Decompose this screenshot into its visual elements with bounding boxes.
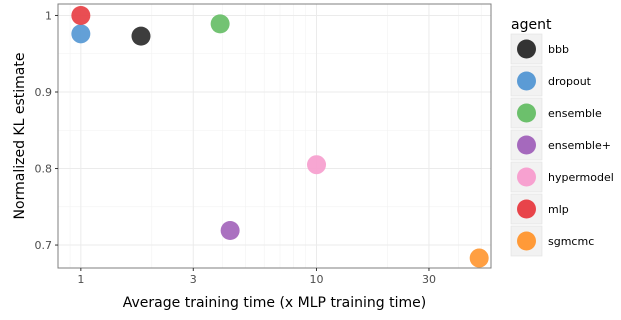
- x-tick-label: 10: [310, 273, 324, 286]
- y-tick-label: 0.9: [35, 86, 53, 99]
- x-axis-ticks: 1 3 10 30: [77, 268, 436, 286]
- y-tick-label: 1: [45, 9, 52, 22]
- legend-marker: [517, 135, 536, 155]
- point-hypermodel: [307, 155, 327, 175]
- legend-marker: [517, 167, 536, 187]
- y-axis-title: Normalized KL estimate: [12, 53, 28, 220]
- legend-label: bbb: [548, 43, 569, 56]
- legend-marker: [517, 103, 536, 123]
- legend-items: bbb dropout ensemble ensemble+ hypermodel mlp…: [510, 33, 614, 257]
- point-mlp: [71, 5, 91, 25]
- point-ensemble: [210, 14, 230, 34]
- x-tick-label: 30: [422, 273, 436, 286]
- legend-marker: [517, 199, 536, 219]
- legend-marker: [517, 39, 536, 59]
- point-sgmcmc: [469, 248, 489, 268]
- legend-label: ensemble: [548, 107, 602, 120]
- legend-marker: [517, 231, 536, 251]
- x-tick-label: 3: [190, 273, 197, 286]
- data-points: [71, 5, 489, 268]
- minor-gridlines: [58, 4, 491, 268]
- legend-marker: [517, 71, 536, 91]
- point-ensemble-plus: [220, 221, 240, 241]
- legend: agent bbb dropout ensemble ensemble+ hypermo…: [510, 17, 614, 257]
- legend-label: hypermodel: [548, 171, 614, 184]
- point-bbb: [131, 26, 151, 46]
- legend-label: ensemble+: [548, 139, 611, 152]
- legend-label: sgmcmc: [548, 235, 594, 248]
- point-dropout: [71, 24, 91, 44]
- x-tick-label: 1: [77, 273, 84, 286]
- x-axis-title: Average training time (x MLP training ti…: [123, 295, 426, 311]
- y-tick-label: 0.7: [35, 239, 53, 252]
- legend-label: mlp: [548, 203, 569, 216]
- plot-border: [57, 3, 492, 269]
- legend-title: agent: [511, 17, 552, 33]
- y-tick-label: 0.8: [35, 163, 53, 176]
- major-gridlines: [58, 4, 491, 268]
- legend-label: dropout: [548, 75, 592, 88]
- y-axis-ticks: 0.7 0.8 0.9 1: [35, 9, 58, 252]
- plot-panel: [58, 4, 491, 268]
